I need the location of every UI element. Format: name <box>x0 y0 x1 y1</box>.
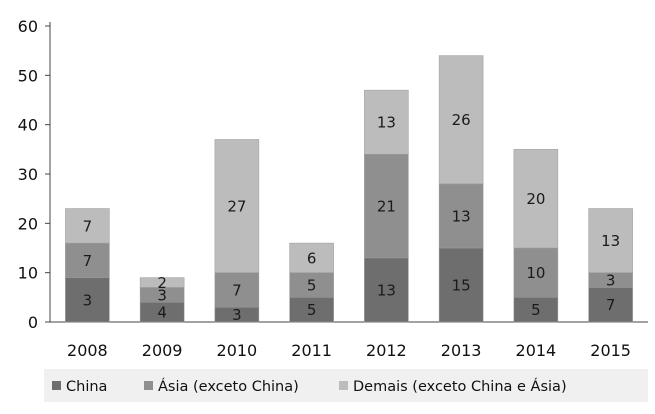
bars <box>65 55 633 323</box>
data-label: 13 <box>452 207 471 225</box>
data-label: 3 <box>157 286 167 304</box>
bar-segment-2012-asia <box>364 154 409 259</box>
data-label: 5 <box>307 277 317 295</box>
y-tick-label: 20 <box>18 214 38 233</box>
bar-segment-2011-demais <box>289 242 334 273</box>
data-label: 5 <box>307 301 317 319</box>
data-label: 7 <box>232 281 242 299</box>
legend-swatch <box>339 381 348 390</box>
legend-label: Ásia (exceto China) <box>158 378 299 395</box>
y-tick-label: 50 <box>18 66 38 85</box>
data-label: 26 <box>452 111 471 129</box>
x-tick-label: 2010 <box>217 341 258 360</box>
legend-label: Demais (exceto China e Ásia) <box>353 378 567 395</box>
data-label: 27 <box>227 198 246 216</box>
data-label: 7 <box>606 296 616 314</box>
data-label: 13 <box>377 281 396 299</box>
data-label: 15 <box>452 277 471 295</box>
y-tick-label: 40 <box>18 116 38 135</box>
data-label: 6 <box>307 249 317 267</box>
bar-segment-2012-china <box>364 257 409 323</box>
data-label: 3 <box>232 306 242 324</box>
x-tick-label: 2009 <box>142 341 183 360</box>
bar-segment-2010-demais <box>214 139 260 273</box>
y-tick-label: 60 <box>18 17 38 36</box>
bar-segment-2014-demais <box>513 149 559 249</box>
bar-segment-2008-china <box>65 277 110 323</box>
x-axis-ticks: 2008 2009 2010 2011 2012 2013 2014 2015 <box>67 341 631 360</box>
legend-swatch <box>52 381 61 390</box>
bar-segment-2013-china <box>438 247 484 323</box>
data-label: 5 <box>531 301 541 319</box>
legend: China Ásia (exceto China) Demais (exceto C… <box>44 369 648 402</box>
data-label: 4 <box>157 304 167 322</box>
data-label: 13 <box>377 114 396 132</box>
x-tick-label: 2012 <box>366 341 407 360</box>
data-label: 20 <box>526 190 545 208</box>
x-tick-label: 2011 <box>291 341 332 360</box>
x-tick-label: 2008 <box>67 341 108 360</box>
x-tick-label: 2014 <box>516 341 557 360</box>
bar-segment-2014-china <box>513 297 559 323</box>
bar-segment-2013-asia <box>438 183 484 249</box>
legend-label: China <box>66 379 107 395</box>
data-label: 3 <box>83 291 93 309</box>
legend-swatch <box>144 381 153 390</box>
data-label: 2 <box>157 274 167 292</box>
bar-segment-2009-demais <box>139 277 185 288</box>
data-label: 7 <box>83 252 93 270</box>
bar-segment-2014-asia <box>513 247 559 298</box>
y-tick-label: 10 <box>18 264 38 283</box>
bar-segment-2008-asia <box>65 242 110 278</box>
x-tick-label: 2015 <box>590 341 631 360</box>
bar-segment-2013-demais <box>438 55 484 185</box>
data-label: 3 <box>606 272 616 290</box>
data-label: 21 <box>377 198 396 216</box>
axes: 0 10 20 30 40 50 60 <box>18 17 648 332</box>
bar-segment-2008-demais <box>65 208 110 244</box>
y-tick-label: 30 <box>18 165 38 184</box>
bar-segment-2015-demais <box>588 208 633 273</box>
bar-segment-2011-asia <box>289 272 334 298</box>
x-tick-label: 2013 <box>441 341 482 360</box>
y-tick-label: 0 <box>28 313 38 332</box>
bar-segment-2015-china <box>588 287 633 323</box>
data-label: 13 <box>601 232 620 250</box>
data-label: 10 <box>526 264 545 282</box>
bar-segment-2011-china <box>289 297 334 323</box>
data-label: 7 <box>83 217 93 235</box>
bar-segment-2012-demais <box>364 89 409 155</box>
